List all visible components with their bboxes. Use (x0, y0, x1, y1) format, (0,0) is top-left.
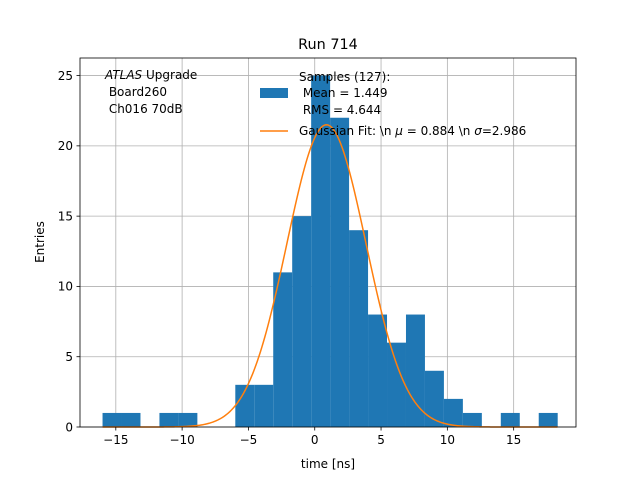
x-tick-label: −15 (103, 433, 128, 447)
y-axis-label: Entries (33, 221, 47, 263)
y-tick-label: 20 (58, 139, 73, 153)
y-tick-label: 10 (58, 280, 73, 294)
y-tick-label: 15 (58, 209, 73, 223)
histogram-bar (462, 412, 482, 427)
annotation-line1: Upgrade (142, 68, 197, 82)
histogram-bars (102, 75, 558, 428)
x-tick-label: 15 (506, 433, 521, 447)
annotation-italic: ATLAS (104, 68, 143, 82)
plot-frame (79, 57, 577, 428)
x-tick-label: −5 (240, 433, 258, 447)
histogram-bar (178, 412, 198, 427)
x-axis-ticks: −15 −10 −5 0 5 10 15 (103, 427, 521, 447)
y-axis-ticks: 0 5 10 15 20 25 (58, 69, 80, 434)
y-tick-label: 0 (65, 420, 73, 434)
x-tick-label: 10 (440, 433, 455, 447)
y-tick-label: 5 (65, 350, 73, 364)
histogram-bar (349, 230, 369, 427)
annotation-line2: Board260 (105, 85, 167, 99)
atlas-annotation: ATLAS Upgrade Board260 Ch016 70dB (104, 68, 197, 116)
histogram-bar (273, 272, 293, 427)
legend-histogram-line3: RMS = 4.644 (299, 103, 381, 117)
histogram-bar (254, 384, 274, 427)
histogram-bar (292, 216, 312, 427)
legend-histogram-line2: Mean = 1.449 (299, 86, 388, 100)
histogram-bar (405, 314, 425, 427)
histogram-bar (368, 314, 388, 427)
histogram-bar (311, 75, 331, 428)
annotation-line3: Ch016 70dB (105, 102, 183, 116)
histogram-bar (443, 398, 463, 427)
histogram-bar (330, 117, 350, 427)
histogram-bar (159, 412, 179, 427)
legend-histogram-swatch (260, 88, 288, 98)
histogram-bar (500, 412, 520, 427)
legend-histogram-line1: Samples (127): (299, 70, 390, 84)
histogram-bar (121, 412, 141, 427)
legend: Samples (127): Mean = 1.449 RMS = 4.644 … (260, 70, 526, 138)
x-tick-label: 5 (377, 433, 385, 447)
histogram-bar (102, 412, 122, 427)
y-tick-label: 25 (58, 69, 73, 83)
x-tick-label: 0 (311, 433, 319, 447)
x-axis-label: time [ns] (301, 457, 355, 471)
histogram-bar (235, 384, 255, 427)
histogram-bar (424, 370, 444, 427)
x-tick-label: −10 (169, 433, 194, 447)
svg-text:ATLAS Upgrade: ATLAS Upgrade (104, 68, 197, 82)
legend-fit-label: Gaussian Fit: \n μ = 0.884 \n σ=2.986 (299, 124, 526, 138)
histogram-bar (387, 342, 406, 427)
histogram-bar (538, 412, 558, 427)
chart-title: Run 714 (298, 37, 358, 53)
